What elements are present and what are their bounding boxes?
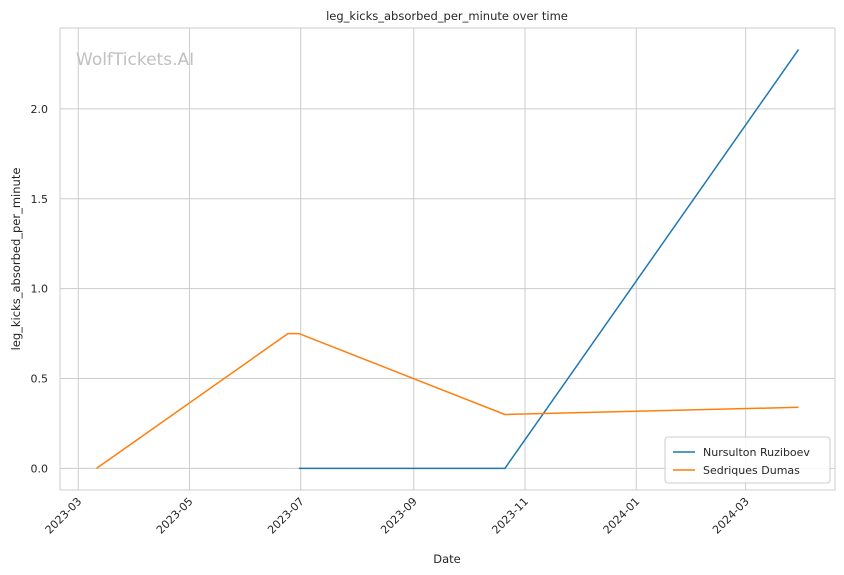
- x-axis-label: Date: [433, 552, 461, 566]
- chart-title: leg_kicks_absorbed_per_minute over time: [326, 9, 568, 23]
- y-tick-label: 1.0: [31, 283, 49, 296]
- grid-lines: [60, 28, 835, 490]
- x-tick-label: 2023-09: [378, 495, 420, 537]
- series-line-0: [298, 49, 800, 470]
- legend-label: Sedriques Dumas: [703, 464, 800, 477]
- y-axis-label: leg_kicks_absorbed_per_minute: [9, 168, 23, 351]
- series-lines: [96, 49, 800, 470]
- y-tick-labels: 0.0 0.5 1.0 1.5 2.0: [31, 103, 49, 476]
- x-tick-label: 2024-03: [710, 495, 752, 537]
- x-tick-labels: 2023-03 2023-05 2023-07 2023-09 2023-11 2024-…: [43, 495, 752, 537]
- plot-frame: [59, 27, 836, 491]
- x-tick-label: 2023-05: [154, 495, 196, 537]
- x-tick-label: 2023-03: [43, 495, 85, 537]
- x-tick-label: 2023-07: [265, 495, 307, 537]
- legend-label: Nursulton Ruziboev: [703, 446, 810, 459]
- y-tick-label: 2.0: [31, 103, 49, 116]
- watermark: WolfTickets.AI: [76, 50, 194, 70]
- y-tick-label: 0.5: [31, 373, 49, 386]
- series-line-1: [96, 332, 799, 470]
- y-tick-label: 1.5: [31, 193, 49, 206]
- x-tick-label: 2023-11: [489, 495, 531, 537]
- legend-box: [664, 436, 831, 484]
- legend: Nursulton Ruziboev Sedriques Dumas: [664, 436, 831, 484]
- x-tick-label: 2024-01: [601, 495, 643, 537]
- y-tick-label: 0.0: [31, 462, 49, 475]
